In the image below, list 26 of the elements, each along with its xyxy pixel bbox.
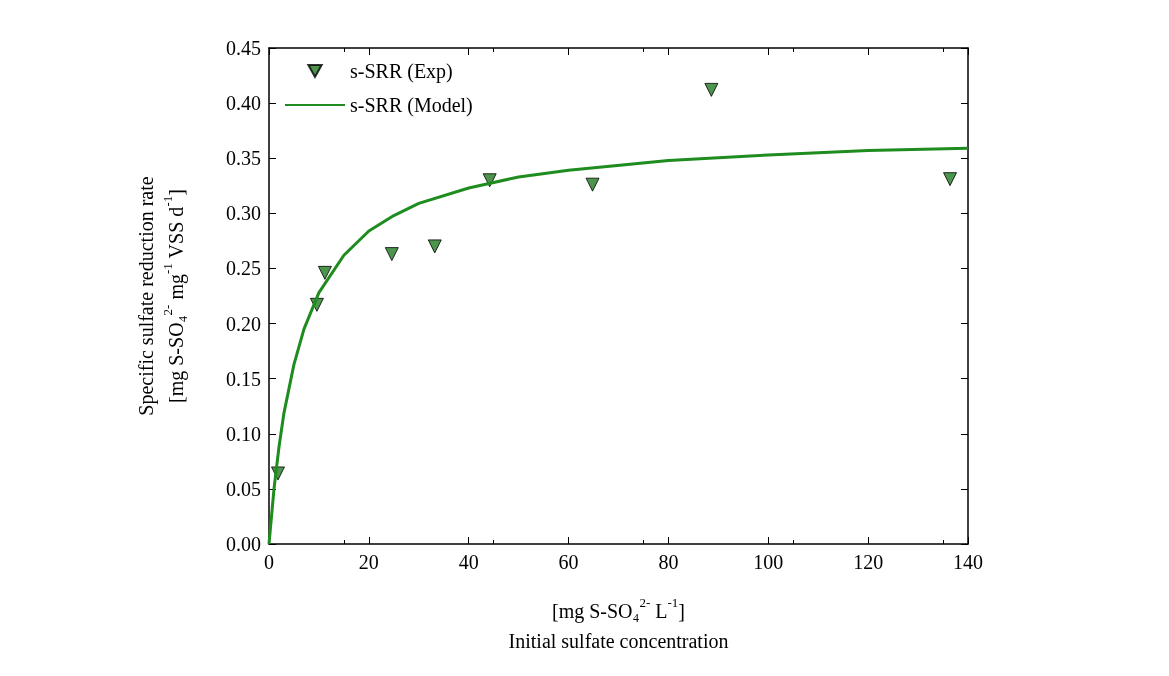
x-tick-label: 100: [753, 551, 784, 573]
x-tick-label: 0: [264, 551, 274, 573]
legend-label: s-SRR (Exp): [350, 60, 453, 83]
y-tick-label: 0.35: [226, 147, 261, 170]
y-tick-label: 0.30: [226, 202, 261, 225]
legend-label: s-SRR (Model): [350, 94, 473, 117]
y-tick-label: 0.40: [226, 92, 261, 115]
point: [943, 172, 958, 187]
point: [427, 239, 442, 254]
y-tick-label: 0.10: [226, 422, 261, 445]
y-tick-label: 0.25: [226, 257, 261, 280]
x-tick-label: 120: [853, 551, 884, 573]
y-tick-label: 0.15: [226, 367, 261, 390]
x-tick-label: 40: [458, 551, 479, 573]
point: [585, 177, 600, 192]
point: [704, 82, 719, 97]
y-tick-label: 0.45: [226, 37, 261, 59]
y-tick-label: 0.00: [226, 533, 261, 555]
y-tick-label: 0.05: [226, 477, 261, 500]
x-tick-label: 20: [358, 551, 379, 573]
point: [317, 265, 332, 280]
point: [384, 247, 399, 262]
y-tick-label: 0.20: [226, 312, 261, 335]
x-tick-label: 80: [658, 551, 679, 573]
x-tick-label: 60: [558, 551, 579, 573]
x-tick-label: 140: [953, 551, 983, 573]
